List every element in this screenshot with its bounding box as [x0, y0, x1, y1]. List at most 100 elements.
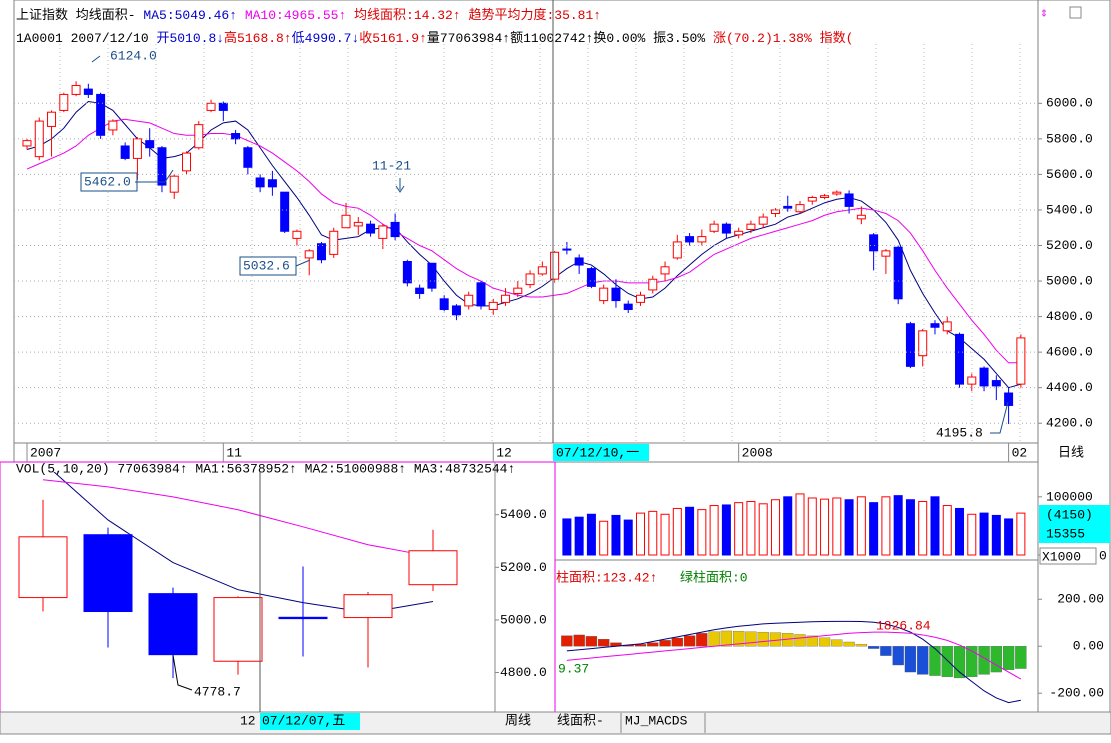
header-item: 开5010.8↓ [156, 31, 224, 46]
volume-bar [599, 520, 609, 556]
header-item: MA5:5049.46↑ [136, 8, 237, 23]
volume-bar [930, 496, 940, 556]
header-item: 收5161.9↑ [359, 31, 427, 46]
candle-body [685, 236, 695, 243]
tab[interactable]: MJ_MACDS [625, 713, 688, 728]
weekly-window [0, 461, 556, 713]
header-item: 低4990.7↓ [292, 31, 360, 46]
header-line1: 上证指数 均线面积- MA5:5049.46↑ MA10:4965.55↑ 均线… [16, 7, 601, 23]
candle-body [1004, 392, 1014, 406]
macd-bar [904, 646, 917, 673]
y-tick-label: 5200.0 [1046, 238, 1093, 253]
volume-bar [942, 505, 952, 556]
candle-body [169, 175, 179, 193]
candle-body [599, 287, 609, 302]
volume-bar [636, 512, 645, 556]
y-tick-label: 4800.0 [500, 665, 547, 680]
candle-body [537, 266, 547, 275]
candle-body [881, 250, 891, 257]
candle-body [278, 616, 328, 620]
candle-body [893, 246, 903, 300]
candle-body [697, 236, 707, 243]
volume-bar [832, 497, 842, 556]
x-tick-label: 11 [226, 445, 242, 460]
header-item: MA10:4965.55↑ [237, 8, 346, 23]
x-tick-label: 2008 [742, 445, 773, 460]
volume-bar [844, 499, 854, 556]
candle-body [721, 223, 731, 234]
macd-bar [941, 646, 953, 677]
macd-bar [843, 641, 855, 647]
candle-body [501, 294, 511, 303]
macd-bar [806, 635, 818, 647]
header-item: 换0.00% [593, 31, 653, 46]
candle-body [83, 88, 93, 95]
volume-bar [783, 496, 793, 556]
volume-bar [574, 516, 584, 556]
candle-body [648, 278, 658, 291]
macd-bar [831, 639, 843, 647]
volume-bar [586, 513, 596, 556]
volume-bar [709, 505, 719, 556]
annotation: 5462.0 [84, 174, 131, 189]
candle-body [59, 93, 69, 111]
cursor-label: 07/12/07,五 [262, 713, 345, 728]
candle-body [408, 550, 458, 586]
candle-body [451, 305, 461, 316]
y-tick-label: 6000.0 [1046, 96, 1093, 111]
macd-annotation: 1826.84 [876, 618, 931, 633]
macd-plot [561, 620, 1027, 704]
candle-body [574, 257, 584, 266]
candle-body [402, 260, 412, 284]
y-tick-label: 5400.0 [500, 507, 547, 522]
header-item: 均线面积:14.32↑ [346, 8, 460, 23]
candle-body [120, 145, 130, 159]
y-tick-label: 4400.0 [1046, 380, 1093, 395]
macd-bar [585, 636, 598, 647]
weekly-plot [18, 472, 458, 679]
icon-button[interactable] [1069, 6, 1082, 19]
macd-bar [671, 637, 683, 647]
volume-annotation: X1000 [1042, 549, 1081, 564]
tab[interactable]: 线面积- [557, 713, 604, 728]
macd-bar [880, 646, 892, 656]
macd-bar [929, 646, 941, 676]
volume-bar [881, 496, 891, 556]
candle-body [942, 321, 952, 332]
icon[interactable]: ⇕ [1040, 5, 1048, 20]
ma-line [566, 631, 1022, 680]
volume-annotation: (4150) [1046, 507, 1093, 522]
header-item: 量77063984↑ [427, 31, 510, 46]
header-item: 涨(70.2)1.38% [713, 31, 820, 46]
candle-body [844, 193, 854, 207]
candle-body [807, 197, 817, 202]
cursor-box [553, 444, 649, 461]
y-tick-label: 4200.0 [1046, 416, 1093, 431]
candle-body [476, 282, 486, 307]
candle-body [550, 251, 560, 280]
volume-bar [734, 502, 744, 556]
period-label: 日线 [1058, 445, 1084, 460]
volume-bar [1016, 512, 1026, 556]
period-label: 周线 [505, 713, 531, 728]
macd-bar [720, 630, 733, 647]
candle-body [820, 195, 830, 199]
candle-body [709, 223, 719, 232]
annotation: 4195.8 [936, 425, 983, 440]
volume-bar [1004, 518, 1014, 556]
candle-body [464, 294, 474, 307]
macd-bar [990, 646, 1002, 673]
volume-bar [856, 496, 866, 556]
candle-body [292, 230, 302, 239]
ma-line [42, 479, 434, 558]
candle-body [967, 376, 977, 385]
volume-bar [672, 507, 682, 556]
macd-bar [953, 646, 966, 679]
volume-bar [967, 513, 977, 556]
candle-body [343, 594, 393, 619]
macd-bar [683, 635, 696, 647]
macd-bar [745, 631, 757, 647]
macd-annotation: 9.37 [558, 661, 589, 676]
volume-bar [869, 502, 879, 556]
candle-body [562, 248, 572, 251]
